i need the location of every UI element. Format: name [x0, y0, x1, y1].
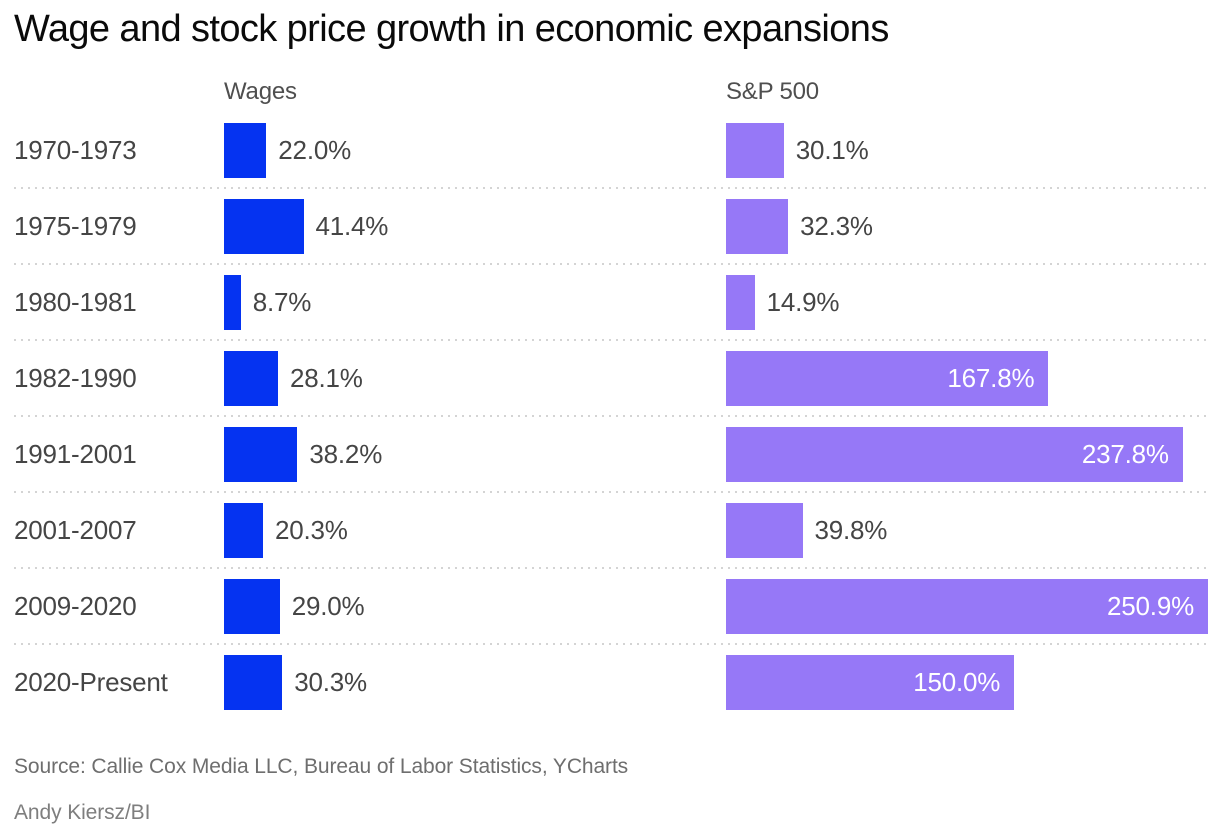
sp500-bar-cell: 30.1%	[726, 113, 1208, 189]
wages-bar-cell: 22.0%	[224, 113, 726, 189]
wages-value-label: 8.7%	[252, 287, 312, 318]
sp500-bar-cell: 150.0%	[726, 645, 1208, 721]
row-label: 1975-1979	[14, 211, 137, 242]
sp500-bar-cell: 237.8%	[726, 417, 1208, 493]
wages-bar	[224, 503, 263, 559]
wages-bar	[224, 275, 241, 331]
sp500-value-label: 250.9%	[1107, 591, 1194, 622]
wages-value-label: 29.0%	[291, 591, 365, 622]
chart-row: 2009-2020 29.0% 250.9%	[14, 569, 1208, 645]
wages-bar-cell: 28.1%	[224, 341, 726, 417]
column-headers: Wages S&P 500	[14, 50, 1208, 113]
source-text: Source: Callie Cox Media LLC, Bureau of …	[14, 754, 629, 778]
sp500-value-label: 237.8%	[1081, 439, 1169, 470]
wages-value-label: 30.3%	[294, 667, 367, 698]
row-label: 1970-1973	[14, 135, 137, 166]
sp500-bar: 237.8%	[726, 427, 1183, 483]
wages-bar-cell: 29.0%	[224, 569, 726, 645]
wages-value-label: 38.2%	[309, 439, 383, 470]
sp500-bar-cell: 250.9%	[726, 569, 1208, 645]
sp500-value-label: 30.1%	[795, 135, 869, 166]
wages-bar-cell: 20.3%	[224, 493, 726, 569]
chart-row: 1970-1973 22.0% 30.1%	[14, 113, 1208, 189]
wages-bar-cell: 8.7%	[224, 265, 726, 341]
series-header-sp500: S&P 500	[726, 77, 819, 105]
row-label: 2001-2007	[14, 515, 137, 546]
row-label: 2009-2020	[14, 591, 137, 622]
sp500-bar	[726, 503, 803, 559]
sp500-value-label: 39.8%	[814, 515, 888, 546]
series-header-wages: Wages	[224, 77, 297, 105]
sp500-bar	[726, 199, 789, 255]
wages-value-label: 41.4%	[315, 211, 389, 242]
wages-bar	[224, 123, 267, 179]
wages-value-label: 28.1%	[290, 363, 363, 394]
chart-row: 2001-2007 20.3% 39.8%	[14, 493, 1208, 569]
chart-title: Wage and stock price growth in economic …	[14, 8, 889, 50]
sp500-bar	[726, 123, 784, 179]
chart-row: 1982-1990 28.1% 167.8%	[14, 341, 1208, 417]
row-label: 1980-1981	[14, 287, 137, 318]
sp500-bar: 150.0%	[726, 655, 1015, 711]
wages-bar	[224, 427, 298, 483]
wages-bar	[224, 351, 278, 407]
row-label: 2020-Present	[14, 667, 168, 698]
wages-bar	[224, 655, 283, 711]
chart-row: 1991-2001 38.2% 237.8%	[14, 417, 1208, 493]
credit-text: Andy Kiersz/BI	[14, 800, 151, 824]
wages-bar-cell: 41.4%	[224, 189, 726, 265]
sp500-value-label: 150.0%	[913, 667, 1001, 698]
sp500-bar-cell: 32.3%	[726, 189, 1208, 265]
wages-bar-cell: 38.2%	[224, 417, 726, 493]
sp500-value-label: 32.3%	[800, 211, 873, 242]
chart-row: 2020-Present 30.3% 150.0%	[14, 645, 1208, 721]
chart-row: 1975-1979 41.4% 32.3%	[14, 189, 1208, 265]
sp500-value-label: 167.8%	[947, 363, 1035, 394]
sp500-value-label: 14.9%	[766, 287, 840, 318]
wages-value-label: 22.0%	[278, 135, 352, 166]
sp500-bar-cell: 39.8%	[726, 493, 1208, 569]
wages-bar	[224, 199, 304, 255]
row-label: 1991-2001	[14, 439, 137, 470]
sp500-bar-cell: 14.9%	[726, 265, 1208, 341]
wages-bar-cell: 30.3%	[224, 645, 726, 721]
wages-bar	[224, 579, 280, 635]
sp500-bar: 250.9%	[726, 579, 1208, 635]
chart-row: 1980-1981 8.7% 14.9%	[14, 265, 1208, 341]
row-label: 1982-1990	[14, 363, 137, 394]
sp500-bar: 167.8%	[726, 351, 1049, 407]
wages-value-label: 20.3%	[275, 515, 348, 546]
sp500-bar	[726, 275, 755, 331]
sp500-bar-cell: 167.8%	[726, 341, 1208, 417]
chart-rows: 1970-1973 22.0% 30.1% 1975-1979 41.4% 32.3% 19…	[14, 113, 1208, 721]
